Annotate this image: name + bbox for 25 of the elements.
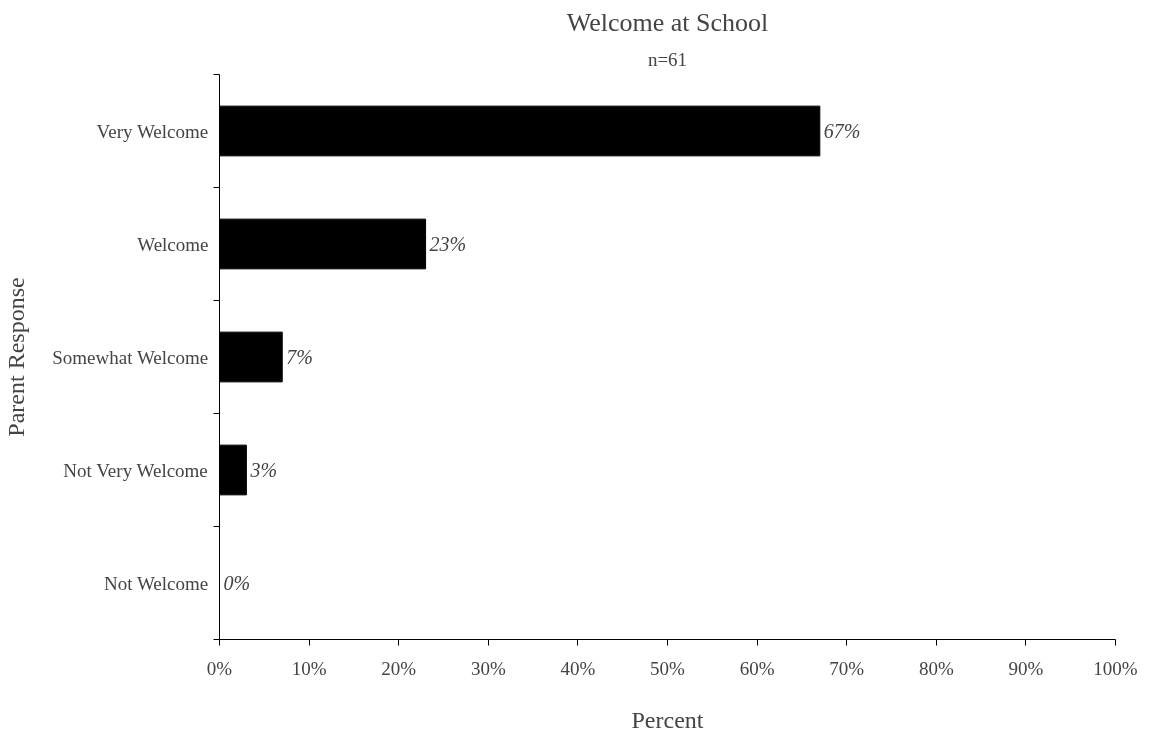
y-tick-label: Not Welcome <box>103 572 209 594</box>
x-axis-title: Percent <box>631 706 704 733</box>
x-tick-label: 30% <box>470 657 506 679</box>
data-label: 3% <box>249 459 278 481</box>
y-axis-title: Parent Response <box>3 277 30 437</box>
x-tick-label: 80% <box>918 657 954 679</box>
x-tick-label: 70% <box>829 657 865 679</box>
chart-subtitle: n=61 <box>647 48 688 70</box>
y-tick-label: Not Very Welcome <box>63 459 208 481</box>
data-label: 23% <box>429 233 467 255</box>
x-tick-label: 100% <box>1093 657 1138 679</box>
x-tick-label: 50% <box>650 657 686 679</box>
x-tick-label: 20% <box>381 657 417 679</box>
data-label: 0% <box>223 572 251 594</box>
y-tick-label: Somewhat Welcome <box>52 346 209 368</box>
y-tick-label: Welcome <box>137 233 209 255</box>
data-label: 67% <box>823 120 861 142</box>
x-tick-label: 90% <box>1008 657 1044 679</box>
x-tick-label: 0% <box>206 657 233 679</box>
data-label: 7% <box>286 346 313 368</box>
y-tick-label: Very Welcome <box>96 120 209 142</box>
x-tick-label: 10% <box>291 657 327 679</box>
x-tick-label: 40% <box>560 657 596 679</box>
x-tick-label: 60% <box>739 657 775 679</box>
chart-title: Welcome at School <box>566 7 769 37</box>
